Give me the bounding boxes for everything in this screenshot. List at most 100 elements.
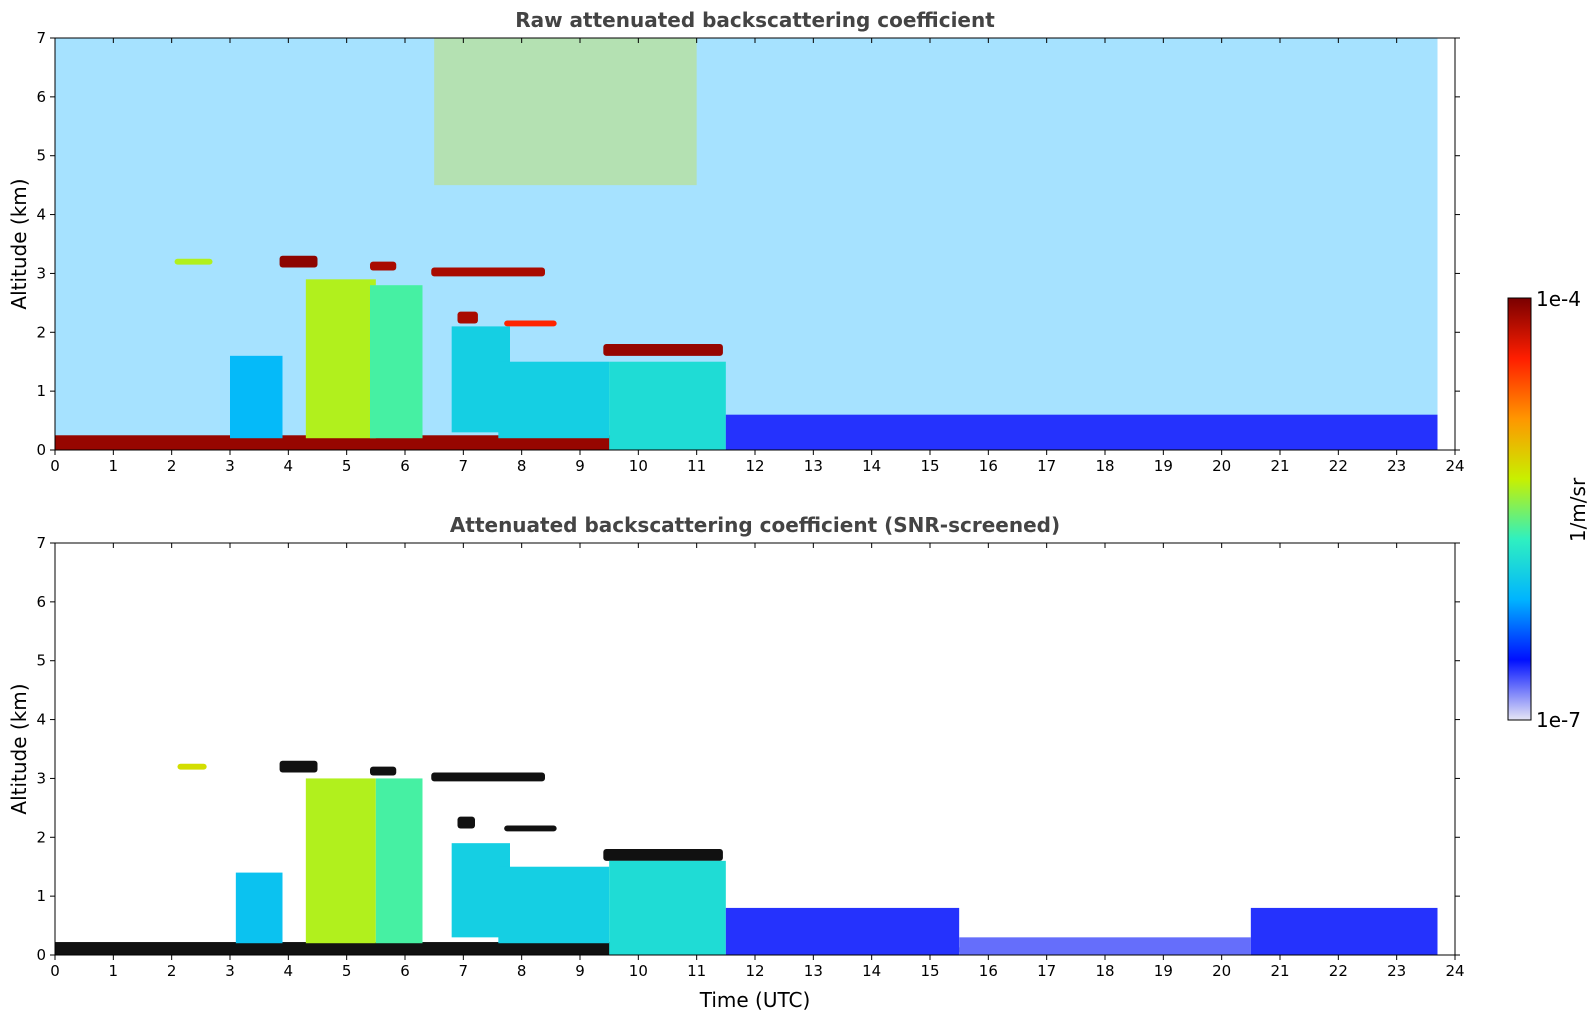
x-tick-label: 20 [1212, 962, 1231, 980]
colorbar: 1e-4 1e-7 1/m/sr [1507, 287, 1590, 732]
x-tick-label: 5 [342, 457, 352, 475]
panel-raw: Raw attenuated backscattering coefficien… [7, 8, 1465, 475]
layer-virga-raw [230, 355, 283, 439]
layer-virga-raw [370, 285, 423, 439]
x-tick-label: 8 [517, 457, 527, 475]
x-tick-label: 18 [1095, 962, 1114, 980]
x-tick-label: 20 [1212, 457, 1231, 475]
y-tick-label: 5 [36, 147, 46, 165]
panel-title-raw: Raw attenuated backscattering coefficien… [515, 8, 995, 32]
x-tick-label: 10 [629, 457, 648, 475]
x-tick-label: 0 [50, 962, 60, 980]
x-tick-label: 24 [1445, 962, 1464, 980]
x-tick-label: 16 [979, 457, 998, 475]
background-signal-raw [55, 38, 1438, 450]
x-axis-raw: 0 1 2 3 4 5 6 7 8 9 10 11 12 13 14 15 16 17 18 19 20 21 22 23 24 [50, 38, 1465, 475]
layer-cloud-screened [370, 766, 397, 776]
y-axis-raw: 0 1 2 3 4 5 6 7 [36, 29, 1460, 459]
x-tick-label: 14 [862, 962, 881, 980]
y-tick-label: 1 [36, 887, 46, 905]
x-tick-label: 3 [225, 457, 235, 475]
x-tick-label: 22 [1329, 962, 1348, 980]
x-tick-label: 12 [745, 962, 764, 980]
y-tick-label: 1 [36, 382, 46, 400]
x-tick-label: 23 [1387, 962, 1406, 980]
layer-cloud-raw [603, 344, 723, 356]
layer-surface-aerosol-layer-raw [55, 435, 615, 450]
x-tick-label: 6 [400, 457, 410, 475]
layer-cloud-screened [279, 760, 318, 773]
y-tick-label: 4 [36, 206, 46, 224]
layer-virga-screened [498, 866, 610, 944]
x-tick-label: 13 [804, 962, 823, 980]
y-tick-label: 6 [36, 593, 46, 611]
layer-cloud-raw [457, 311, 478, 324]
layer-cloud-raw [370, 261, 397, 271]
layer-boundary-layer-screened [725, 907, 960, 955]
x-tick-label: 1 [109, 962, 119, 980]
x-tick-label: 1 [109, 457, 119, 475]
colorbar-unit-label: 1/m/sr [1566, 477, 1590, 542]
y-tick-label: 5 [36, 652, 46, 670]
plot-area-raw [55, 38, 1438, 450]
layer-cloud-raw [279, 255, 318, 268]
x-tick-label: 12 [745, 457, 764, 475]
x-tick-label: 7 [459, 457, 469, 475]
x-tick-label: 23 [1387, 457, 1406, 475]
layer-cloud-screened [457, 816, 475, 829]
x-tick-label: 14 [862, 457, 881, 475]
x-tick-label: 2 [167, 962, 177, 980]
y-axis-screened: 0 1 2 3 4 5 6 7 [36, 534, 1460, 964]
layer-cloud-raw [504, 320, 557, 327]
x-tick-label: 7 [459, 962, 469, 980]
x-tick-label: 6 [400, 962, 410, 980]
layer-boundary-layer-raw [609, 361, 726, 450]
y-tick-label: 0 [36, 946, 46, 964]
x-tick-label: 19 [1154, 457, 1173, 475]
layer-virga-screened [375, 778, 423, 944]
y-tick-label: 3 [36, 264, 46, 282]
background-signal-raw [434, 38, 697, 186]
x-tick-label: 3 [225, 962, 235, 980]
x-tick-label: 9 [575, 457, 585, 475]
y-tick-label: 0 [36, 441, 46, 459]
y-axis-label-raw: Altitude (km) [7, 178, 31, 309]
panel-title-screened: Attenuated backscattering coefficient (S… [450, 513, 1060, 537]
x-tick-label: 16 [979, 962, 998, 980]
y-tick-label: 2 [36, 828, 46, 846]
layer-cloud-screened [504, 825, 557, 832]
x-tick-label: 9 [575, 962, 585, 980]
layer-virga-raw [305, 279, 376, 439]
layer-cloud-raw [431, 267, 545, 277]
x-tick-label: 17 [1037, 962, 1056, 980]
x-tick-label: 15 [920, 962, 939, 980]
y-axis-label-screened: Altitude (km) [7, 683, 31, 814]
layer-virga-screened [305, 778, 376, 944]
x-tick-label: 18 [1095, 457, 1114, 475]
layer-surface-aerosol-layer-screened [55, 942, 615, 955]
x-tick-label: 17 [1037, 457, 1056, 475]
x-axis-label: Time (UTC) [699, 988, 811, 1012]
x-tick-label: 13 [804, 457, 823, 475]
y-tick-label: 7 [36, 29, 46, 47]
y-tick-label: 3 [36, 769, 46, 787]
layer-boundary-layer-screened [959, 937, 1251, 955]
colorbar-min-label: 1e-7 [1536, 708, 1581, 732]
y-tick-label: 4 [36, 711, 46, 729]
layer-virga-raw [498, 361, 610, 439]
colorbar-gradient [1507, 297, 1532, 721]
layer-boundary-layer-screened [1250, 907, 1438, 955]
x-tick-label: 2 [167, 457, 177, 475]
layer-virga-screened [235, 872, 283, 944]
x-tick-label: 19 [1154, 962, 1173, 980]
x-tick-label: 10 [629, 962, 648, 980]
x-tick-label: 4 [284, 962, 294, 980]
plot-area-screened [55, 760, 1438, 955]
x-tick-label: 11 [687, 457, 706, 475]
x-tick-label: 21 [1270, 457, 1289, 475]
y-tick-label: 7 [36, 534, 46, 552]
x-tick-label: 5 [342, 962, 352, 980]
x-tick-label: 8 [517, 962, 527, 980]
layer-boundary-layer-raw [725, 414, 1438, 450]
x-tick-label: 15 [920, 457, 939, 475]
